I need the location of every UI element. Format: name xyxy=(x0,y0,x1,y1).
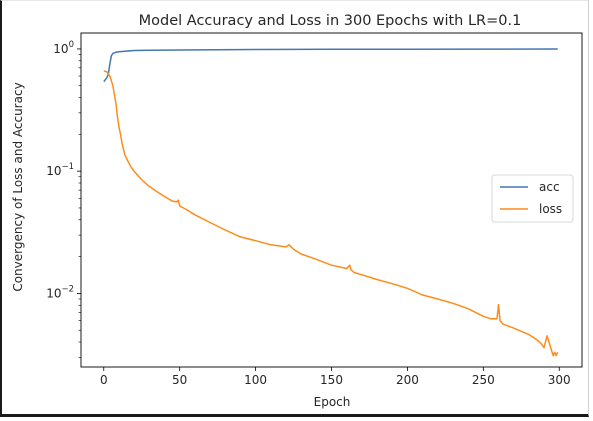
x-tick-label: 300 xyxy=(548,373,571,387)
y-tick-label: 10−1 xyxy=(46,162,74,178)
y-tick-label: 10−2 xyxy=(46,284,74,300)
y-tick-label: 100 xyxy=(53,40,74,56)
series-line-loss xyxy=(103,70,559,357)
legend-label-loss: loss xyxy=(539,202,562,216)
chart-title: Model Accuracy and Loss in 300 Epochs wi… xyxy=(139,13,522,29)
x-tick-label: 150 xyxy=(320,373,343,387)
y-axis-label: Convergency of Loss and Accuracy xyxy=(11,82,25,291)
series-line-acc xyxy=(103,48,558,83)
x-tick-label: 50 xyxy=(172,373,187,387)
x-axis-label: Epoch xyxy=(314,395,351,409)
legend-label-acc: acc xyxy=(539,180,560,194)
x-tick-label: 0 xyxy=(100,373,108,387)
x-tick-label: 200 xyxy=(396,373,419,387)
x-tick-label: 250 xyxy=(472,373,495,387)
x-tick-label: 100 xyxy=(244,373,267,387)
plot-area: 0 50 100 150 200 250 300 100 10−1 10−2 acc loss xyxy=(46,32,583,387)
